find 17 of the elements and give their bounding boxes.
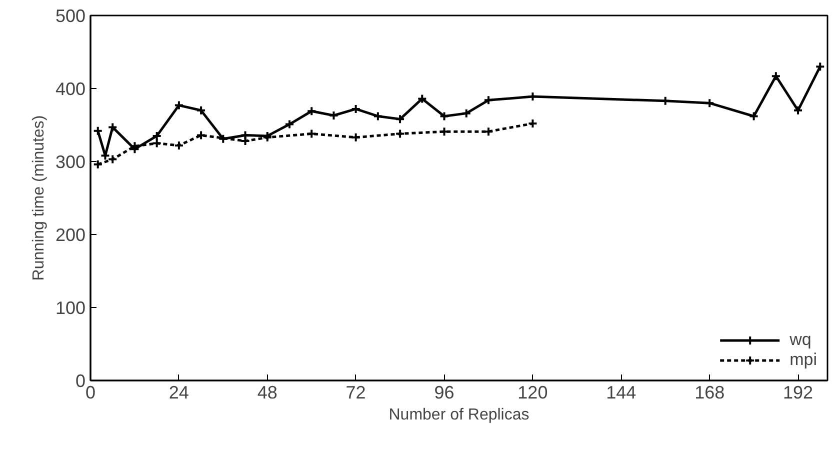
x-tick-label: 144 bbox=[606, 382, 636, 402]
x-tick-label: 72 bbox=[346, 382, 366, 402]
x-tick-label: 168 bbox=[694, 382, 725, 402]
legend-label: mpi bbox=[790, 350, 817, 370]
x-tick-label: 192 bbox=[783, 382, 814, 402]
x-tick-label: 24 bbox=[168, 382, 189, 402]
y-axis-title: Running time (minutes) bbox=[30, 115, 48, 281]
y-tick-label: 200 bbox=[55, 225, 86, 245]
x-tick-label: 48 bbox=[257, 382, 278, 402]
x-tick-label: 96 bbox=[434, 382, 454, 402]
y-tick-label: 400 bbox=[55, 79, 86, 99]
y-tick-label: 500 bbox=[55, 6, 86, 26]
legend-label: wq bbox=[790, 330, 812, 350]
x-tick-label: 120 bbox=[518, 382, 548, 402]
y-tick-label: 100 bbox=[55, 298, 86, 318]
x-axis-title: Number of Replicas bbox=[388, 406, 530, 424]
y-tick-label: 300 bbox=[55, 152, 86, 172]
